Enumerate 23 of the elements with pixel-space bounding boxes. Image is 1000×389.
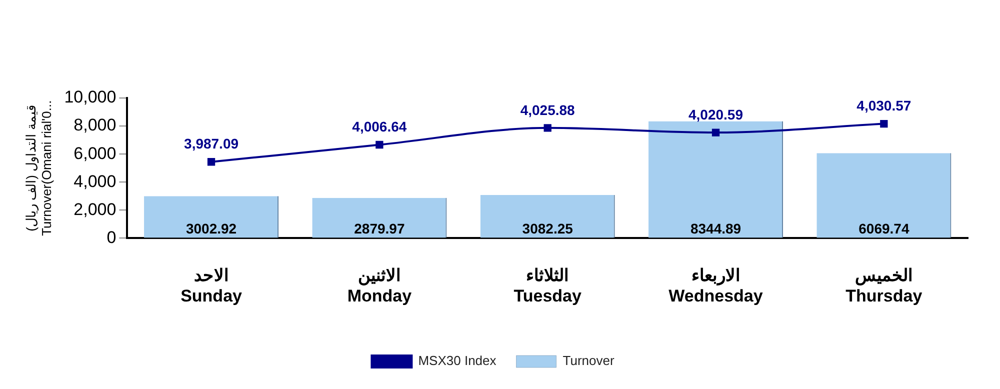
y-tick-label: 4,000 (74, 172, 116, 191)
data-label: 2879.97 (354, 220, 405, 237)
y-tick-label: 10,000 (64, 88, 116, 107)
legend-label: MSX30 Index (418, 353, 497, 368)
data-label: 4,025.88 (520, 102, 576, 118)
legend-label: Turnover (562, 353, 615, 368)
point (544, 124, 552, 132)
y-tick-label: 8,000 (74, 116, 116, 135)
data-label: 6069.74 (858, 220, 910, 237)
y-tick-label: 0 (106, 228, 116, 247)
data-label: 8344.89 (690, 220, 742, 237)
point (712, 128, 720, 136)
data-label: 3002.92 (186, 220, 237, 237)
data-label: 4,006.64 (352, 118, 407, 135)
point (207, 158, 216, 166)
data-label: 4,030.57 (856, 98, 912, 114)
y-tick-label: 6,000 (74, 144, 116, 163)
point (880, 120, 888, 128)
data-label: 3,987.09 (184, 136, 239, 152)
data-label: 4,020.59 (688, 106, 744, 122)
point (376, 140, 384, 149)
y-tick-label: 2,000 (74, 200, 116, 219)
data-label: 3082.25 (522, 220, 574, 237)
